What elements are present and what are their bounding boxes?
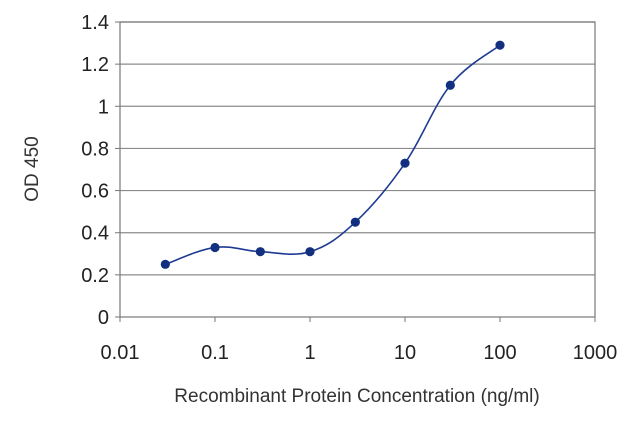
data-point: [400, 158, 410, 168]
data-point: [160, 259, 170, 269]
x-tick-label: 100: [483, 342, 516, 364]
x-tick-label: 10: [394, 342, 416, 364]
x-tick-label: 0.01: [101, 342, 140, 364]
y-tick-label: 0.6: [81, 181, 109, 203]
y-tick-label: 0.2: [81, 265, 109, 287]
plot-frame: [119, 21, 596, 318]
y-tick-label: 0.8: [81, 138, 109, 160]
data-point: [495, 40, 505, 50]
data-point: [350, 217, 360, 227]
x-axis: 0.01 0.1 1 10 100 1000: [101, 317, 618, 364]
data-point: [255, 247, 265, 257]
plot-background: [120, 22, 595, 317]
x-tick-label: 1: [304, 342, 315, 364]
data-point: [210, 242, 220, 253]
y-tick-label: 1.4: [81, 12, 109, 34]
x-tick-label: 0.1: [201, 342, 229, 364]
data-point: [445, 80, 455, 90]
y-tick-label: 0: [98, 307, 109, 329]
x-axis-title: Recombinant Protein Concentration (ng/ml…: [174, 386, 539, 407]
y-tick-label: 1: [98, 96, 109, 118]
y-tick-label: 1.2: [81, 54, 109, 76]
y-axis: 0 0.2 0.4 0.6 0.8 1 1.2 1.4: [81, 12, 120, 329]
series-group: [160, 40, 505, 269]
data-point: [305, 247, 315, 257]
y-tick-label: 0.4: [81, 223, 109, 245]
y-axis-title: OD 450: [22, 136, 43, 201]
x-tick-label: 1000: [573, 342, 618, 364]
